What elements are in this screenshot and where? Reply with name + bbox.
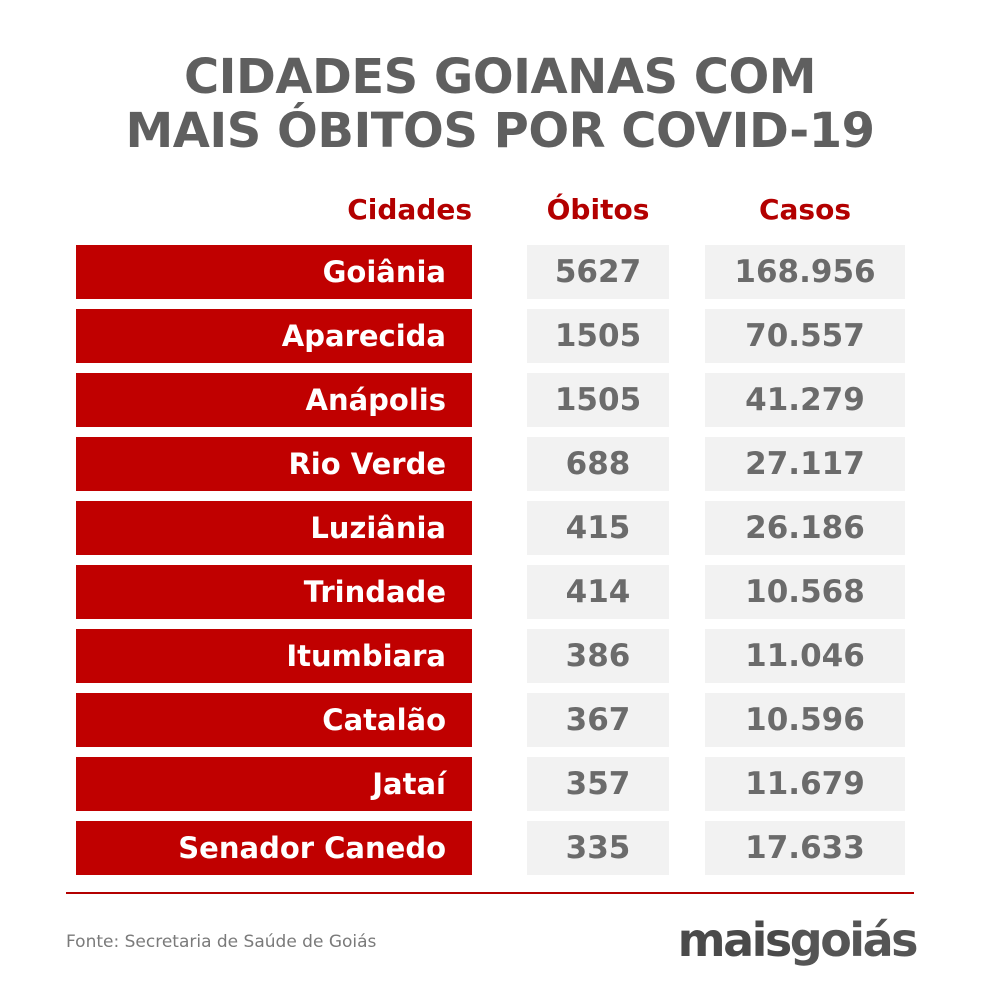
table-row: Anápolis 1505 41.279 — [0, 373, 1000, 427]
column-header-deaths: Óbitos — [546, 193, 650, 226]
title-line-1: CIDADES GOIANAS COM — [183, 49, 817, 105]
table-row: Catalão 367 10.596 — [0, 693, 1000, 747]
cases-cell: 11.679 — [705, 757, 905, 811]
city-cell: Anápolis — [76, 373, 472, 427]
cases-cell: 27.117 — [705, 437, 905, 491]
table-row: Trindade 414 10.568 — [0, 565, 1000, 619]
table-row: Luziânia 415 26.186 — [0, 501, 1000, 555]
logo-text-mais: mais — [677, 913, 793, 967]
cases-cell: 10.596 — [705, 693, 905, 747]
logo-text-goias: goiás — [789, 913, 919, 967]
footer-divider — [66, 892, 914, 894]
deaths-cell: 414 — [527, 565, 669, 619]
deaths-cell: 357 — [527, 757, 669, 811]
table-row: Rio Verde 688 27.117 — [0, 437, 1000, 491]
deaths-cell: 367 — [527, 693, 669, 747]
page-title: CIDADES GOIANAS COM MAIS ÓBITOS POR COVI… — [0, 50, 1000, 158]
deaths-cell: 335 — [527, 821, 669, 875]
column-header-cities: Cidades — [347, 193, 472, 226]
deaths-cell: 5627 — [527, 245, 669, 299]
city-cell: Luziânia — [76, 501, 472, 555]
table-row: Goiânia 5627 168.956 — [0, 245, 1000, 299]
cases-cell: 17.633 — [705, 821, 905, 875]
cases-cell: 11.046 — [705, 629, 905, 683]
deaths-cell: 415 — [527, 501, 669, 555]
cases-cell: 26.186 — [705, 501, 905, 555]
city-cell: Rio Verde — [76, 437, 472, 491]
city-cell: Trindade — [76, 565, 472, 619]
table-row: Itumbiara 386 11.046 — [0, 629, 1000, 683]
city-cell: Goiânia — [76, 245, 472, 299]
city-cell: Senador Canedo — [76, 821, 472, 875]
cases-cell: 41.279 — [705, 373, 905, 427]
source-note: Fonte: Secretaria de Saúde de Goiás — [66, 932, 377, 952]
cases-cell: 168.956 — [705, 245, 905, 299]
deaths-cell: 386 — [527, 629, 669, 683]
deaths-cell: 1505 — [527, 373, 669, 427]
table-row: Aparecida 1505 70.557 — [0, 309, 1000, 363]
city-cell: Catalão — [76, 693, 472, 747]
title-line-2: MAIS ÓBITOS POR COVID-19 — [125, 103, 876, 159]
cases-cell: 10.568 — [705, 565, 905, 619]
column-header-cases: Casos — [758, 193, 851, 226]
city-cell: Itumbiara — [76, 629, 472, 683]
deaths-cell: 688 — [527, 437, 669, 491]
table-row: Senador Canedo 335 17.633 — [0, 821, 1000, 875]
city-cell: Jataí — [76, 757, 472, 811]
cases-cell: 70.557 — [705, 309, 905, 363]
city-cell: Aparecida — [76, 309, 472, 363]
deaths-cell: 1505 — [527, 309, 669, 363]
table-row: Jataí 357 11.679 — [0, 757, 1000, 811]
brand-logo: maisgoiás — [677, 910, 919, 970]
